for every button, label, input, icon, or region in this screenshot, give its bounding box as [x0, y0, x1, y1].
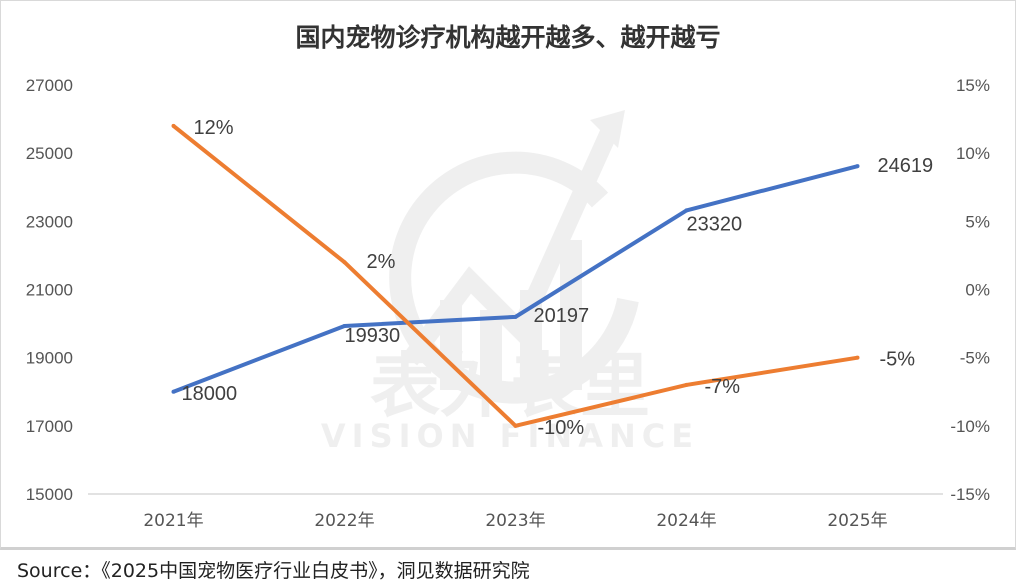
watermark-text-cn: 表外表里 — [370, 345, 650, 427]
watermark-logo: 表外表里 VISION FINANCE — [321, 110, 699, 455]
left-y-tick-label: 23000 — [26, 212, 73, 231]
left-y-tick-label: 15000 — [26, 485, 73, 504]
source-note: Source：《2025中国宠物医疗行业白皮书》，洞见数据研究院 — [17, 560, 530, 582]
data-point — [855, 164, 860, 169]
left-y-tick-label: 25000 — [26, 144, 73, 163]
right-y-tick-label: 5% — [965, 212, 990, 231]
left-y-tick-label: 27000 — [26, 76, 73, 95]
data-label: 20197 — [534, 305, 590, 327]
left-y-tick-label: 19000 — [26, 349, 73, 368]
x-tick-label: 2023年 — [485, 511, 545, 531]
right-y-tick-label: 10% — [956, 144, 990, 163]
data-label: 23320 — [687, 213, 743, 235]
data-point — [684, 208, 689, 213]
data-label: 19930 — [345, 325, 401, 347]
right-y-tick-label: -10% — [950, 417, 990, 436]
x-tick-label: 2021年 — [143, 511, 203, 531]
data-point — [513, 314, 518, 319]
x-tick-label: 2025年 — [827, 511, 887, 531]
data-label: 24619 — [878, 155, 934, 177]
watermark-text-en: VISION FINANCE — [321, 417, 699, 455]
data-label: -7% — [705, 376, 741, 398]
line-chart: 表外表里 VISION FINANCE 15000 17000 19000 21000… — [26, 76, 990, 531]
data-point — [513, 423, 518, 428]
data-point — [855, 355, 860, 360]
left-y-tick-label: 21000 — [26, 281, 73, 300]
data-label: -10% — [538, 417, 585, 439]
right-y-tick-label: 15% — [956, 76, 990, 95]
left-y-tick-label: 17000 — [26, 417, 73, 436]
right-y-tick-label: -15% — [950, 485, 990, 504]
data-point — [684, 382, 689, 387]
data-label: 2% — [367, 251, 396, 273]
data-label: 12% — [194, 117, 234, 139]
chart-title: 国内宠物诊疗机构越开越多、越开越亏 — [295, 23, 721, 52]
data-label: -5% — [880, 349, 916, 371]
data-point — [342, 323, 347, 328]
data-point — [171, 123, 176, 128]
data-point — [171, 389, 176, 394]
right-y-tick-label: 0% — [965, 281, 990, 300]
x-tick-label: 2022年 — [314, 511, 374, 531]
data-point — [342, 260, 347, 265]
right-y-tick-label: -5% — [960, 349, 990, 368]
data-label: 18000 — [182, 383, 238, 405]
x-tick-label: 2024年 — [656, 511, 716, 531]
